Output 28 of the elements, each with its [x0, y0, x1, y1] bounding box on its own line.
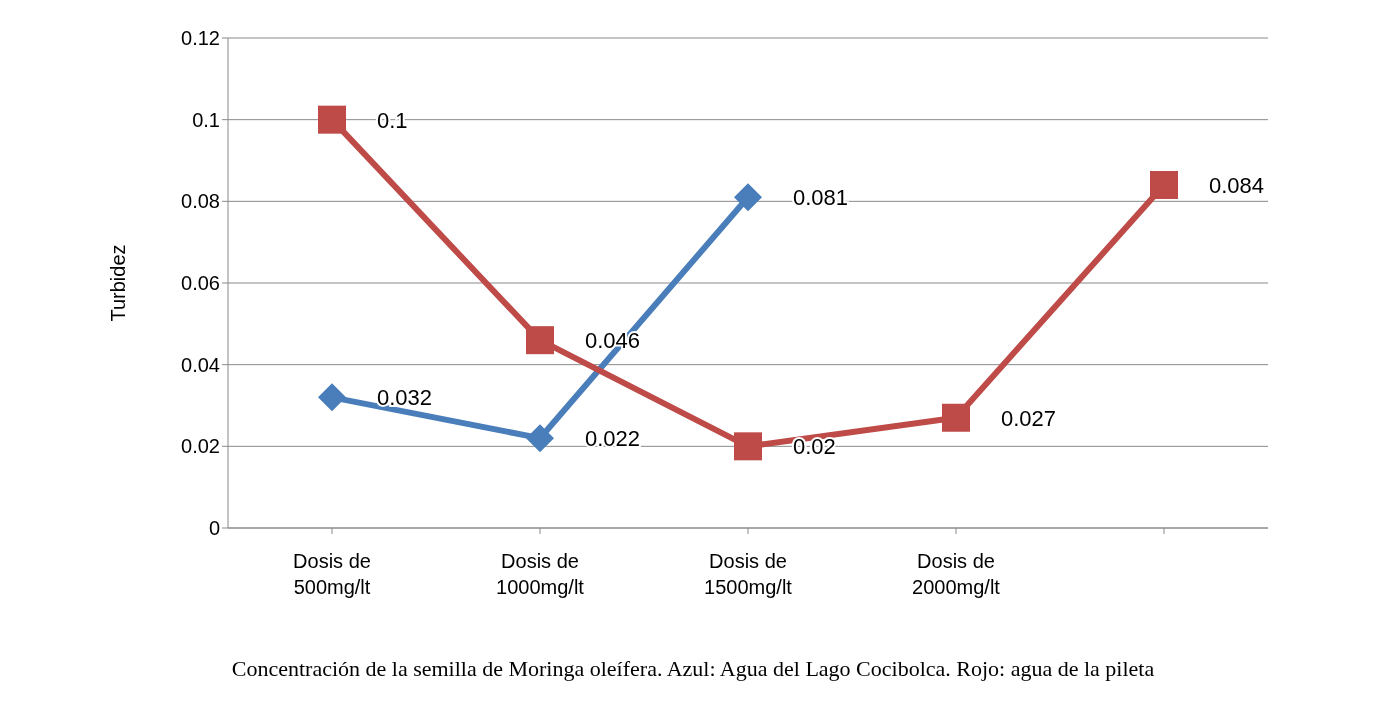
data-label: 0.1: [377, 107, 408, 133]
point: [1150, 171, 1178, 199]
x-tick-label: Dosis de 500mg/lt: [293, 550, 371, 598]
data-label: 0.022: [585, 426, 641, 452]
y-tick-label: 0.02: [181, 435, 220, 458]
point: [318, 383, 346, 412]
x-tick-label: Dosis de 1000mg/lt: [496, 550, 585, 598]
data-label: 0.081: [793, 185, 849, 211]
x-axis-title: Concentración de la semilla de Moringa oleífera. Azul: Agua del Lago Cocibolca. Rojo: agua de la pileta: [230, 656, 1156, 682]
x-tick-label: Dosis de 2000mg/lt: [912, 550, 1001, 598]
x-tick-label: Dosis de 1500mg/lt: [704, 550, 793, 598]
data-label: 0.02: [793, 434, 836, 460]
y-tick-label: 0.04: [181, 353, 220, 376]
y-tick-label: 0.06: [181, 272, 220, 295]
y-tick-label: 0: [208, 517, 220, 540]
data-label: 0.084: [1209, 173, 1265, 198]
point: [318, 105, 346, 134]
y-tick-label: 0.1: [192, 108, 220, 131]
data-label: 0.032: [377, 385, 433, 411]
y-tick-label: 0.12: [181, 27, 220, 50]
y-axis-title: Turbidez: [107, 244, 130, 322]
point: [526, 326, 554, 355]
point: [734, 432, 762, 461]
point: [942, 403, 970, 432]
data-label: 0.027: [1001, 405, 1057, 431]
point: [526, 424, 554, 453]
point: [734, 183, 762, 212]
y-tick-label: 0.08: [181, 190, 220, 213]
